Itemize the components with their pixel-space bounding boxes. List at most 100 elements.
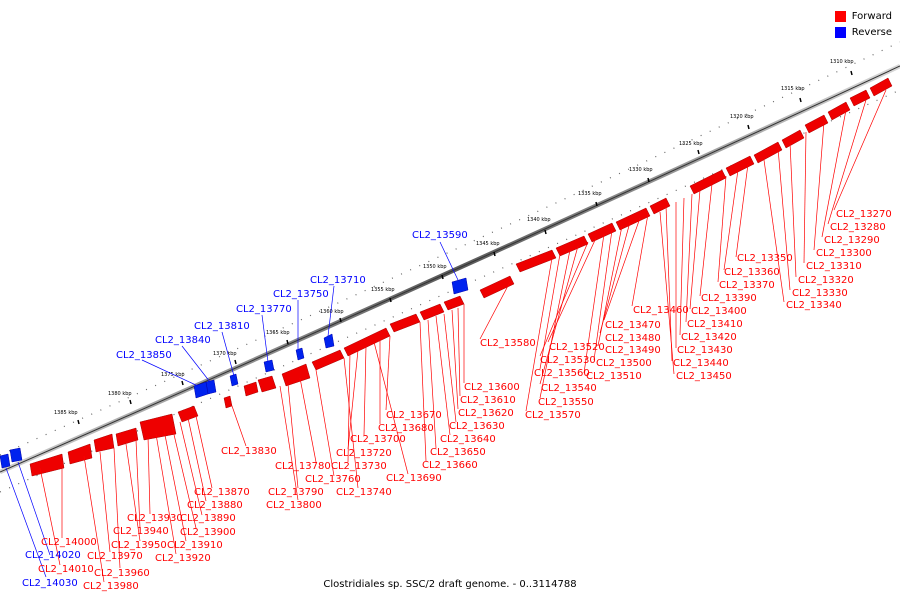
gene-label: CL2_13390 — [701, 293, 757, 304]
leader-line — [685, 193, 693, 323]
reverse-gene — [323, 333, 335, 349]
gene-label: CL2_13950 — [111, 540, 167, 551]
reverse-gene-labels: CL2_13590 CL2_13710 CL2_13750 CL2_13770 … — [22, 230, 468, 589]
reverse-swatch — [834, 26, 846, 38]
genome-caption: Clostridiales sp. SSC/2 draft genome. - … — [323, 579, 577, 590]
tick-mark — [234, 359, 237, 365]
gene-label: CL2_13960 — [94, 568, 150, 579]
leader-line — [593, 229, 613, 361]
tick-labels: 1310 kbp 1315 kbp 1320 kbp 1325 kbp 1330… — [54, 59, 854, 416]
gene-label: CL2_13600 — [464, 382, 520, 393]
gene-label: CL2_13330 — [792, 288, 848, 299]
gene-label: CL2_14010 — [38, 564, 94, 575]
leader-line — [699, 183, 713, 297]
tick-mark — [850, 70, 853, 76]
leader-line — [539, 249, 571, 399]
leader-line — [833, 89, 887, 211]
gene-label: CL2_13870 — [194, 487, 250, 498]
leader-line — [457, 307, 461, 397]
gene-label: CL2_13340 — [786, 300, 842, 311]
gene-label: CL2_13660 — [422, 460, 478, 471]
forward-gene — [93, 433, 115, 453]
tick-label: 1330 kbp — [629, 167, 653, 173]
tick-mark — [647, 177, 650, 183]
forward-gene — [781, 129, 805, 149]
gene-label: CL2_13730 — [331, 461, 387, 472]
tick-label: 1365 kbp — [266, 330, 290, 336]
gene-label: CL2_13930 — [127, 513, 183, 524]
gene-label: CL2_13840 — [155, 335, 211, 346]
leader-line — [631, 213, 649, 307]
leader-line — [443, 313, 457, 423]
gene-label: CL2_13650 — [430, 447, 486, 458]
forward-gene — [804, 114, 829, 134]
reverse-gene — [451, 277, 469, 295]
tick-marks — [77, 70, 853, 425]
gene-label: CL2_13880 — [187, 500, 243, 511]
gene-label: CL2_13520 — [549, 342, 605, 353]
gene-label: CL2_13610 — [460, 395, 516, 406]
leader-line — [385, 335, 391, 411]
leader-line — [195, 415, 213, 489]
gene-label: CL2_13550 — [538, 397, 594, 408]
leader-line — [221, 331, 235, 377]
tick-mark — [389, 297, 392, 303]
forward-gene — [343, 327, 391, 357]
forward-gene — [223, 395, 233, 409]
forward-gene — [177, 405, 199, 423]
leader-line — [583, 233, 605, 374]
leader-line — [171, 425, 197, 529]
tick-label: 1345 kbp — [476, 241, 500, 247]
gene-label: CL2_13920 — [155, 553, 211, 564]
gene-label: CL2_13810 — [194, 321, 250, 332]
forward-gene — [311, 349, 345, 371]
leader-line — [163, 429, 187, 542]
tick-label: 1370 kbp — [213, 351, 237, 357]
gene-label: CL2_13850 — [116, 350, 172, 361]
forward-gene-labels: CL2_13270 CL2_13280 CL2_13290 CL2_13300 … — [38, 209, 892, 592]
reverse-gene — [263, 359, 275, 373]
tick-mark — [339, 317, 342, 323]
leader-line — [479, 281, 511, 340]
gene-label: CL2_13770 — [236, 304, 292, 315]
leader-line — [599, 221, 631, 334]
leader-line — [539, 241, 589, 357]
gene-label: CL2_13790 — [268, 487, 324, 498]
reverse-gene — [295, 347, 305, 361]
gene-label: CL2_13560 — [534, 368, 590, 379]
leader-line — [181, 345, 211, 383]
tick-mark — [697, 149, 700, 155]
forward-gene — [725, 155, 755, 177]
forward-gene — [615, 207, 651, 231]
forward-gene — [67, 443, 93, 465]
leader-line — [113, 447, 121, 569]
leader-line — [279, 385, 299, 501]
gene-label: CL2_13420 — [681, 332, 737, 343]
gene-label: CL2_13750 — [273, 289, 329, 300]
tick-mark — [441, 274, 444, 280]
gene-label: CL2_13430 — [677, 345, 733, 356]
leader-line — [135, 439, 141, 529]
gene-label: CL2_13320 — [798, 275, 854, 286]
forward-gene — [281, 363, 311, 387]
forward-gene — [515, 249, 557, 273]
leader-line — [547, 237, 597, 343]
leader-line — [99, 451, 111, 553]
gene-label: CL2_13670 — [386, 410, 442, 421]
leader-line — [343, 357, 359, 489]
leader-line — [5, 467, 47, 578]
tick-label: 1350 kbp — [423, 264, 447, 270]
gene-label: CL2_13710 — [310, 275, 366, 286]
tick-mark — [493, 251, 496, 257]
leader-line — [125, 443, 141, 542]
tick-mark — [286, 339, 289, 345]
gene-label: CL2_13800 — [266, 500, 322, 511]
gene-label: CL2_13280 — [830, 222, 886, 233]
gene-label: CL2_13310 — [806, 261, 862, 272]
gene-label: CL2_13490 — [605, 345, 661, 356]
gene-label: CL2_14030 — [22, 578, 78, 589]
legend-item-forward: Forward — [834, 8, 892, 24]
leader-line — [363, 345, 367, 436]
gene-label: CL2_13590 — [412, 230, 468, 241]
leader-line — [327, 285, 335, 337]
